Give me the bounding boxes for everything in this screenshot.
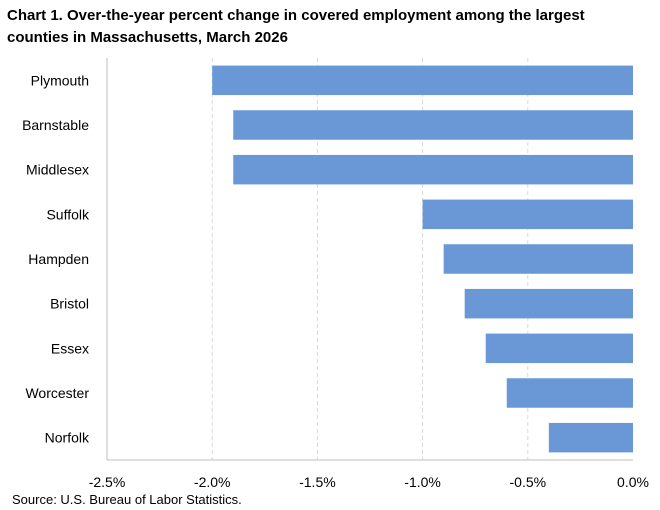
x-tick-labels: -2.5% -2.0% -1.5% -1.0% -0.5% 0.0% bbox=[89, 474, 649, 490]
axes bbox=[106, 58, 633, 461]
bar-bristol bbox=[464, 288, 633, 319]
bar-hampden bbox=[443, 244, 633, 274]
category-label: Essex bbox=[51, 340, 89, 356]
category-label: Worcester bbox=[25, 385, 89, 401]
bar-essex bbox=[485, 333, 633, 364]
bar-middlesex bbox=[233, 154, 634, 185]
chart-title: Chart 1. Over-the-year percent change in… bbox=[7, 7, 585, 46]
category-label: Bristol bbox=[50, 296, 89, 312]
bar-norfolk bbox=[548, 422, 633, 453]
category-label: Middlesex bbox=[26, 162, 89, 178]
category-label: Suffolk bbox=[46, 206, 90, 222]
bar-plymouth bbox=[212, 65, 633, 96]
x-tick-label: -2.5% bbox=[89, 474, 126, 490]
source-note: Source: U.S. Bureau of Labor Statistics. bbox=[12, 492, 242, 507]
x-tick-label: 0.0% bbox=[617, 474, 649, 490]
x-tick-label: -0.5% bbox=[510, 474, 547, 490]
x-tick-label: -1.0% bbox=[404, 474, 441, 490]
category-label: Plymouth bbox=[31, 72, 89, 88]
x-tick-label: -2.0% bbox=[194, 474, 231, 490]
x-tick-label: -1.5% bbox=[299, 474, 336, 490]
category-label: Hampden bbox=[28, 251, 89, 267]
category-labels: Plymouth Barnstable Middlesex Suffolk Hampde… bbox=[22, 72, 90, 445]
category-label: Norfolk bbox=[45, 430, 90, 446]
bars bbox=[212, 65, 634, 453]
bar-barnstable bbox=[233, 110, 634, 140]
category-label: Barnstable bbox=[22, 117, 89, 133]
bar-suffolk bbox=[422, 199, 633, 230]
bar-worcester bbox=[506, 378, 633, 408]
